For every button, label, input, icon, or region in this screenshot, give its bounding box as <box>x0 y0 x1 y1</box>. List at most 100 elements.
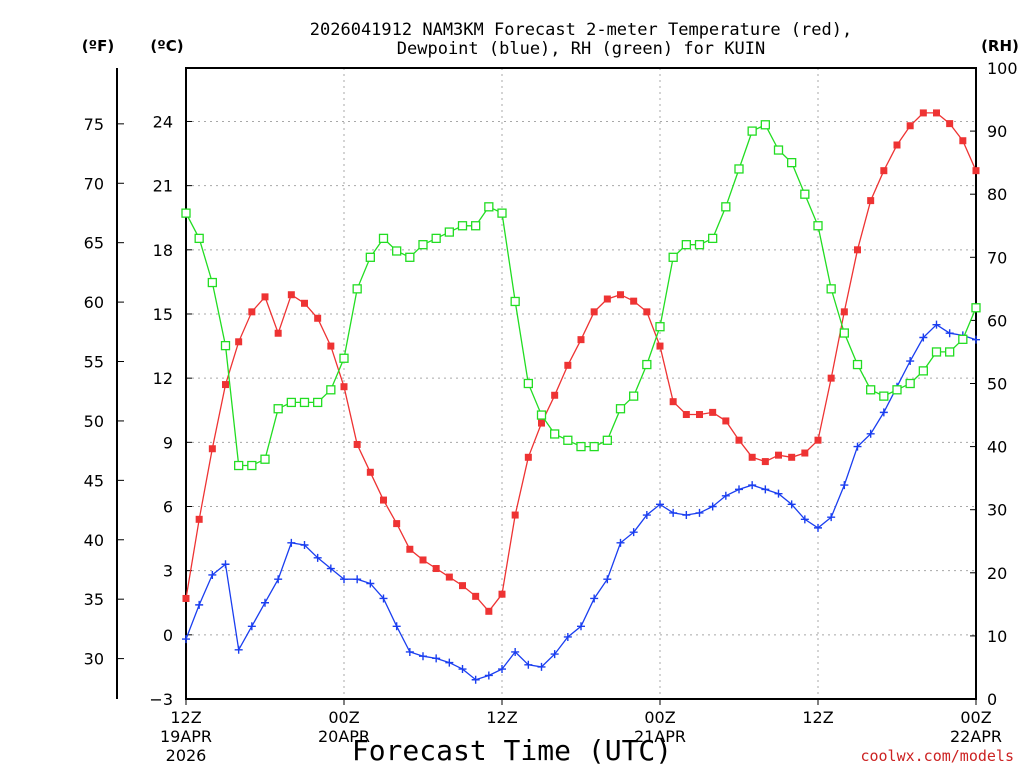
celsius-tick-label: 3 <box>163 562 173 581</box>
celsius-tick-label: 15 <box>153 305 173 324</box>
2-meter-temperature-point <box>485 607 493 615</box>
2-meter-temperature-series <box>182 109 980 615</box>
dewpoint-point <box>800 515 809 524</box>
rh-point <box>194 233 204 244</box>
fahrenheit-tick-label: 45 <box>84 471 104 490</box>
2-meter-temperature-point <box>222 381 229 389</box>
rh-point <box>471 221 481 231</box>
dewpoint-point <box>445 658 454 667</box>
dewpoint-point <box>432 654 441 663</box>
2-meter-temperature-point <box>617 291 624 299</box>
2-meter-temperature-point <box>867 197 875 205</box>
dewpoint-point <box>853 442 862 451</box>
2-meter-temperature-point <box>906 122 914 130</box>
2-meter-temperature-point <box>419 556 427 564</box>
2-meter-temperature-point <box>761 458 769 466</box>
rh-point <box>536 410 547 420</box>
celsius-tick-label: 24 <box>153 112 173 131</box>
2-meter-temperature-point <box>775 451 782 459</box>
dewpoint-point <box>879 408 888 417</box>
2-meter-temperature-point <box>946 120 954 128</box>
2-meter-temperature-point <box>235 338 243 346</box>
rh-point <box>773 145 784 155</box>
rh-tick-label: 10 <box>987 627 1007 646</box>
celsius-tick-label: 21 <box>153 177 173 196</box>
rh-line <box>185 123 977 467</box>
dewpoint-point <box>300 540 309 549</box>
2-meter-temperature-point <box>682 411 690 419</box>
2-meter-temperature-point <box>274 329 282 337</box>
dewpoint-point <box>721 491 730 500</box>
2-meter-temperature-point <box>195 515 203 523</box>
grid-lines <box>186 68 976 699</box>
rh-point <box>918 366 928 376</box>
rh-tick-label: 80 <box>987 185 1007 204</box>
dewpoint-point <box>682 511 691 520</box>
dewpoint-point <box>498 665 506 674</box>
dewpoint-point <box>708 502 717 511</box>
dewpoint-point <box>511 647 520 656</box>
fahrenheit-tick-label: 65 <box>84 234 104 253</box>
rh-point <box>602 435 612 445</box>
rh-point <box>365 252 375 262</box>
dewpoint-point <box>458 665 467 674</box>
time-tick-label: 20APR <box>318 727 370 746</box>
dewpoint-point <box>524 660 533 669</box>
dewpoint-point <box>787 500 796 509</box>
rh-point <box>629 391 639 401</box>
rh-tick-label: 0 <box>987 690 997 709</box>
dewpoint-point <box>919 333 928 342</box>
2-meter-temperature-point <box>380 496 387 504</box>
2-meter-temperature-point <box>524 453 532 461</box>
rh-point <box>273 404 283 414</box>
rh-point <box>879 391 889 401</box>
time-tick-label: 12Z <box>802 708 833 727</box>
dewpoint-point <box>603 575 612 584</box>
celsius-tick-label: 9 <box>163 433 173 452</box>
2-meter-temperature-point <box>261 293 269 301</box>
dewpoint-point <box>827 513 836 522</box>
2-meter-temperature-point <box>801 449 809 457</box>
time-tick-label: 2026 <box>166 746 207 765</box>
celsius-tick-label: 6 <box>163 497 173 516</box>
fahrenheit-tick-label: 50 <box>84 412 104 431</box>
rh-point <box>813 221 823 231</box>
2-meter-temperature-point <box>445 573 453 581</box>
rh-tick-label: 40 <box>987 438 1007 457</box>
dewpoint-point <box>735 485 743 494</box>
2-meter-temperature-point <box>472 592 480 600</box>
dewpoint-point <box>195 600 204 609</box>
rh-point <box>444 227 454 237</box>
dewpoint-point <box>247 622 256 631</box>
rh-point <box>576 441 586 452</box>
plot-frame <box>185 67 977 700</box>
dewpoint-point <box>814 523 822 532</box>
dewpoint-point <box>695 508 704 517</box>
fahrenheit-unit-label: (ºF) <box>82 37 114 55</box>
dewpoint-point <box>840 481 849 490</box>
2-meter-temperature-point <box>814 436 822 444</box>
rh-tick-label: 20 <box>987 564 1007 583</box>
dewpoint-point <box>563 632 572 641</box>
rh-point <box>550 429 560 439</box>
rh-point <box>326 385 336 395</box>
x-axis-label: Forecast Time (UTC) <box>352 734 672 767</box>
rh-point <box>247 460 257 471</box>
dewpoint-point <box>326 564 335 573</box>
rh-point <box>971 303 981 313</box>
fahrenheit-tick-label: 40 <box>84 531 104 550</box>
fahrenheit-tick-label: 75 <box>84 115 104 134</box>
celsius-tick-label: 18 <box>153 241 173 260</box>
dewpoint-point <box>208 570 217 579</box>
celsius-tick-label: −3 <box>149 690 173 709</box>
2-meter-temperature-point <box>432 565 440 573</box>
rh-tick-label: 30 <box>987 501 1007 520</box>
time-tick-label: 00Z <box>328 708 359 727</box>
dewpoint-point <box>484 671 493 680</box>
rh-point <box>734 164 744 174</box>
dewpoint-point <box>945 329 954 338</box>
rh-point <box>418 240 428 250</box>
rh-tick-label: 90 <box>987 122 1007 141</box>
rh-tick-label: 100 <box>987 59 1018 78</box>
